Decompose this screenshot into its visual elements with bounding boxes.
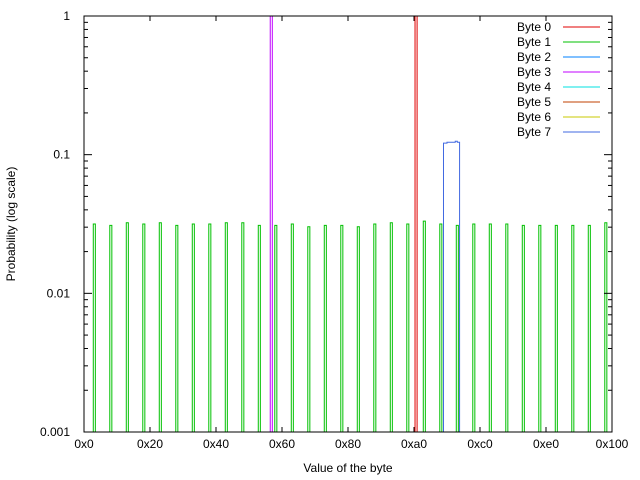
byte-1-pulse (307, 226, 311, 432)
x-tick-label: 0xc0 (467, 437, 493, 451)
x-tick-label: 0x20 (137, 437, 163, 451)
plot-marks (92, 15, 608, 432)
byte-1-pulse (439, 223, 443, 432)
byte-1-pulse (142, 223, 146, 432)
byte-1-pulse (472, 223, 476, 432)
byte-1-pulse (587, 224, 591, 432)
x-tick-label: 0x60 (269, 437, 295, 451)
legend-label-byte-6: Byte 6 (517, 110, 551, 124)
byte-1-pulse (175, 224, 179, 432)
byte-1-pulse (158, 222, 162, 432)
legend-label-byte-0: Byte 0 (517, 20, 551, 34)
y-tick-label: 1 (63, 9, 70, 23)
byte-1-pulse (521, 224, 525, 432)
byte-1-pulse (488, 223, 492, 432)
byte-1-pulse (554, 224, 558, 432)
byte-1-pulse (373, 223, 377, 432)
x-tick-label: 0xa0 (401, 437, 427, 451)
x-axis-label: Value of the byte (303, 461, 393, 475)
byte-1-pulse (290, 223, 294, 432)
byte-0-line (414, 15, 418, 432)
byte-1-pulse (505, 223, 509, 432)
byte-1-pulse (538, 224, 542, 432)
legend-label-byte-4: Byte 4 (517, 80, 551, 94)
byte-1-pulse (340, 224, 344, 432)
y-axis-label: Probability (log scale) (4, 167, 18, 282)
byte-1-pulse (208, 223, 212, 432)
x-tick-label: 0x80 (335, 437, 361, 451)
legend-label-byte-2: Byte 2 (517, 50, 551, 64)
legend-label-byte-5: Byte 5 (517, 95, 551, 109)
byte-1-pulse (604, 222, 608, 432)
byte-1-pulse (257, 224, 261, 432)
byte-7-line (442, 140, 461, 432)
byte-1-pulse (356, 226, 360, 432)
byte-1-pulse (571, 224, 575, 432)
x-tick-label: 0x100 (596, 437, 629, 451)
x-tick-label: 0xe0 (533, 437, 559, 451)
y-tick-label: 0.1 (53, 148, 70, 162)
byte-1-pulse (406, 223, 410, 432)
x-tick-label: 0x40 (203, 437, 229, 451)
byte-1-pulse (92, 223, 96, 432)
byte-1-pulse (455, 224, 459, 432)
byte-1-pulse (224, 222, 228, 432)
x-tick-label: 0x0 (74, 437, 94, 451)
byte-1-pulse (125, 222, 129, 432)
byte-1-pulse (191, 223, 195, 432)
byte-1-pulse (241, 222, 245, 432)
byte-1-pulse (274, 224, 278, 432)
y-tick-label: 0.01 (47, 286, 71, 300)
byte-1-pulse (323, 224, 327, 432)
byte-1-pulse (422, 220, 426, 432)
byte-3-line (269, 15, 273, 432)
y-tick-label: 0.001 (40, 425, 70, 439)
axes: 0x0 0x20 0x40 0x60 0x80 0xa0 0xc0 0xe0 0x100 1 0.1… (40, 9, 629, 451)
byte-1-pulse (389, 222, 393, 432)
legend-label-byte-1: Byte 1 (517, 35, 551, 49)
legend-label-byte-7: Byte 7 (517, 125, 551, 139)
legend-label-byte-3: Byte 3 (517, 65, 551, 79)
byte-1-pulse (109, 224, 113, 432)
